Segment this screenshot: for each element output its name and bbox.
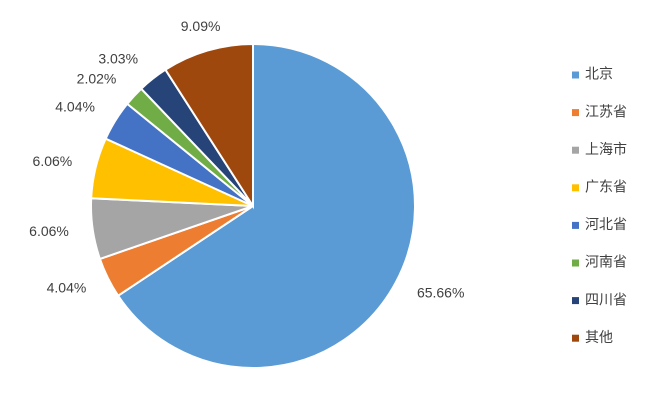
legend-label: 江苏省 bbox=[585, 103, 627, 119]
data-label: 6.06% bbox=[29, 223, 69, 239]
legend-label: 上海市 bbox=[585, 141, 627, 157]
data-label: 4.04% bbox=[47, 279, 87, 295]
data-label: 4.04% bbox=[55, 99, 95, 115]
legend-marker bbox=[572, 71, 579, 79]
legend-label: 北京 bbox=[585, 66, 613, 82]
legend-marker bbox=[572, 184, 579, 192]
data-label: 9.09% bbox=[181, 18, 221, 34]
data-label: 65.66% bbox=[417, 285, 464, 301]
data-label: 3.03% bbox=[98, 50, 138, 66]
legend-marker bbox=[572, 146, 579, 154]
legend-label: 河北省 bbox=[585, 216, 627, 232]
data-label: 2.02% bbox=[77, 70, 117, 86]
pie-slice bbox=[164, 42, 254, 210]
legend-label: 四川省 bbox=[585, 291, 627, 307]
pie-slice bbox=[116, 42, 416, 369]
legend-marker bbox=[572, 109, 579, 117]
legend-marker bbox=[572, 259, 579, 267]
legend-marker bbox=[572, 297, 579, 305]
data-label: 6.06% bbox=[33, 153, 73, 169]
legend-marker bbox=[572, 334, 579, 342]
legend-marker bbox=[572, 221, 579, 229]
legend-label: 河南省 bbox=[585, 254, 627, 270]
legend-label: 其他 bbox=[585, 329, 613, 345]
legend-label: 广东省 bbox=[585, 179, 627, 195]
